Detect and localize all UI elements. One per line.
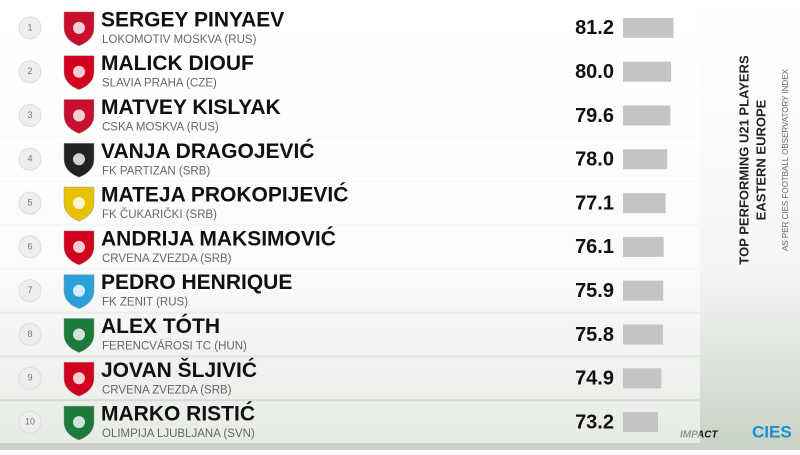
bar <box>623 412 659 433</box>
brand: CIES <box>752 422 792 441</box>
player-name: MARKO RISTIĆ <box>101 402 255 426</box>
value-label: 80.0 <box>575 61 614 83</box>
rank: 5 <box>27 197 32 207</box>
rank-badge <box>18 147 42 171</box>
club-name: SLAVIA PRAHA (CZE) <box>102 78 217 90</box>
bar <box>623 61 672 82</box>
player-name: PEDRO HENRIQUE <box>101 271 292 294</box>
club-name: FK ZENIT (RUS) <box>102 297 188 309</box>
rank: 9 <box>27 373 32 383</box>
value-label: 73.2 <box>575 411 614 433</box>
club-name: FERENCVÁROSI TC (HUN) <box>102 340 247 353</box>
player-name: VANJA DRAGOJEVIĆ <box>101 139 315 163</box>
rank-badge <box>18 16 42 40</box>
row-background <box>0 226 700 268</box>
rank: 4 <box>27 154 32 164</box>
rank-badge <box>18 279 42 303</box>
club-logo-detail <box>73 328 85 341</box>
player-name: ANDRIJA MAKSIMOVIĆ <box>101 226 336 250</box>
rank-badge <box>18 366 42 390</box>
club-name: FK PARTIZAN (SRB) <box>102 165 210 177</box>
rank-badge <box>18 323 42 346</box>
value-label: 78.0 <box>575 149 614 171</box>
player-name: SERGEY PINYAEV <box>101 8 284 31</box>
club-name: OLIMPIJA LJUBLJANA (SVN) <box>102 428 255 440</box>
rank-badge <box>18 191 42 215</box>
bar <box>623 280 664 301</box>
club-logo-detail <box>73 240 85 253</box>
bar <box>623 368 662 389</box>
player-name: MALICK DIOUF <box>101 52 254 75</box>
row-background <box>0 7 700 49</box>
rank: 3 <box>27 110 32 120</box>
rank: 1 <box>27 22 32 32</box>
player-name: MATVEY KISLYAK <box>101 96 281 119</box>
bar <box>623 17 674 38</box>
club-name: CSKA MOSKVA (RUS) <box>102 122 219 134</box>
club-logo-detail <box>73 21 85 34</box>
row-background <box>0 401 700 443</box>
subtitle: EASTERN EUROPE <box>753 99 768 220</box>
rank-badge <box>18 60 42 84</box>
player-name: ALEX TÓTH <box>101 314 220 338</box>
club-logo-detail <box>73 109 85 122</box>
rank: 2 <box>27 66 32 76</box>
bar <box>623 324 664 345</box>
value-label: 75.9 <box>575 280 614 302</box>
club-logo-detail <box>73 372 85 385</box>
value-label: 79.6 <box>575 105 614 127</box>
row-background <box>0 357 700 400</box>
row-background <box>0 182 700 224</box>
note: AS PER CIES FOOTBALL OBSERVATORY INDEX <box>781 68 790 251</box>
bar <box>623 105 671 126</box>
bar <box>623 193 666 214</box>
row-background <box>0 50 700 93</box>
club-name: CRVENA ZVEZDA (SRB) <box>102 384 232 396</box>
row-background <box>0 94 700 137</box>
rank-badge <box>18 235 42 259</box>
player-name: JOVAN ŠLJIVIĆ <box>101 358 257 382</box>
value-label: 77.1 <box>575 192 614 214</box>
rank-badge <box>18 104 42 127</box>
club-name: FK ČUKARIČKI (SRB) <box>102 208 217 221</box>
row-background <box>0 138 700 181</box>
title: TOP PERFORMING U21 PLAYERS <box>736 55 751 265</box>
club-logo-detail <box>73 284 85 297</box>
rank: 6 <box>27 241 32 251</box>
rank-badge <box>18 410 42 434</box>
club-logo-detail <box>73 197 85 210</box>
club-logo-detail <box>73 416 85 429</box>
player-name: MATEJA PROKOPIJEVIĆ <box>101 183 348 207</box>
rank: 8 <box>27 329 32 339</box>
club-name: LOKOMOTIV MOSKVA (RUS) <box>102 34 257 46</box>
value-label: 74.9 <box>575 368 614 390</box>
value-label: 76.1 <box>575 236 614 258</box>
bar <box>623 236 664 257</box>
value-label: 81.2 <box>575 17 614 39</box>
club-logo-detail <box>73 65 85 78</box>
row-background <box>0 313 700 356</box>
rank: 7 <box>27 285 32 295</box>
row-background <box>0 269 700 312</box>
bar <box>623 149 668 170</box>
value-label: 75.8 <box>575 324 614 346</box>
club-logo-detail <box>73 153 85 166</box>
rank: 10 <box>25 416 35 426</box>
club-name: CRVENA ZVEZDA (SRB) <box>102 253 232 265</box>
